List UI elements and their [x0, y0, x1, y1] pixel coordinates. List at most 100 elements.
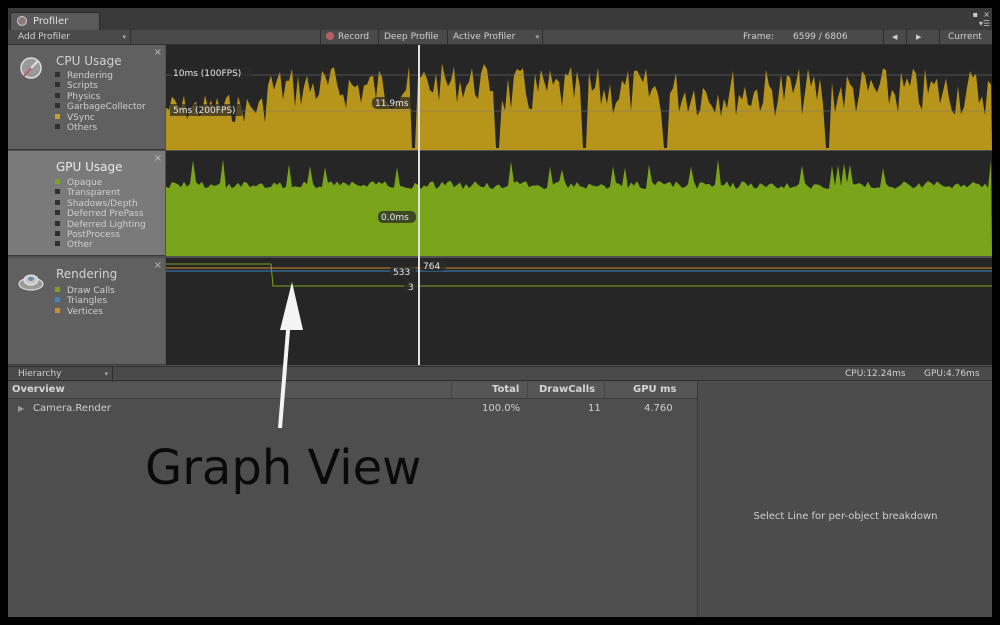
- prev-frame-button[interactable]: ◀: [892, 33, 898, 41]
- legend-swatch: [55, 123, 60, 129]
- legend-item-postprocess[interactable]: PostProcess: [55, 230, 146, 240]
- legend-swatch: [55, 92, 60, 98]
- row-gpu-ms: 4.760: [644, 403, 673, 414]
- column-gpu-ms[interactable]: GPU ms: [633, 384, 677, 395]
- legend-swatch: [55, 210, 60, 216]
- close-icon[interactable]: ×: [153, 153, 162, 164]
- cpu-usage-graph[interactable]: 10ms (100FPS) 5ms (200FPS) 11.9ms: [166, 45, 992, 150]
- legend-item-garbagecollector[interactable]: GarbageCollector: [55, 102, 146, 112]
- active-profiler-dropdown[interactable]: Active Profiler ▾: [449, 31, 541, 44]
- tab-label: Profiler: [33, 16, 69, 27]
- module-title: Rendering: [56, 267, 118, 281]
- chevron-down-icon: ▾: [104, 370, 108, 378]
- legend-swatch: [55, 72, 60, 77]
- rendering-readout-top: 764: [423, 262, 440, 272]
- hierarchy-toolbar: Hierarchy ▾ CPU:12.24ms GPU:4.76ms: [8, 366, 992, 382]
- rendering-readout-low: 3: [408, 283, 414, 293]
- rendering-graph-canvas: 764 533 3: [166, 260, 992, 293]
- column-total[interactable]: Total: [492, 384, 520, 395]
- legend-item-vertices[interactable]: Vertices: [55, 307, 115, 317]
- frame-counter: 6599 / 6806: [793, 32, 848, 42]
- row-drawcalls: 11: [588, 403, 601, 414]
- window-menu-icon[interactable]: ▾☰: [978, 19, 990, 28]
- gpu-usage-module[interactable]: GPU Usage × Opaque Transparent Shadows/D…: [8, 151, 165, 256]
- legend-item-scripts[interactable]: Scripts: [55, 81, 146, 91]
- column-overview[interactable]: Overview: [12, 384, 65, 395]
- legend-swatch: [55, 230, 60, 236]
- legend-swatch: [55, 220, 60, 226]
- column-drawcalls[interactable]: DrawCalls: [539, 384, 596, 395]
- gpu-usage-graph[interactable]: 0.0ms: [166, 151, 992, 256]
- frame-cursor-line[interactable]: [418, 45, 420, 365]
- legend-swatch: [55, 287, 60, 292]
- legend-item-deferred-lighting[interactable]: Deferred Lighting: [55, 220, 146, 230]
- profiler-window: Profiler ▪ × ▾☰ Add Profiler ▾ Record Dee…: [8, 8, 992, 617]
- cpu-graph-canvas: 10ms (100FPS) 5ms (200FPS) 11.9ms: [166, 63, 992, 150]
- hierarchy-tree: ▶ Camera.Render 100.0% 11 4.760: [8, 400, 697, 617]
- legend-item-rendering[interactable]: Rendering: [55, 71, 146, 81]
- legend-swatch: [55, 82, 60, 88]
- table-row[interactable]: ▶ Camera.Render 100.0% 11 4.760: [8, 400, 697, 416]
- legend-item-deferred-prepass[interactable]: Deferred PrePass: [55, 209, 146, 219]
- cpu-vsync-area: [166, 63, 992, 150]
- cpu-profiler-icon: [20, 57, 42, 79]
- active-profiler-label: Active Profiler: [453, 32, 516, 42]
- guide-label-5ms: 5ms (200FPS): [173, 106, 236, 116]
- legend-item-other[interactable]: Other: [55, 240, 146, 250]
- add-profiler-dropdown[interactable]: Add Profiler ▾: [14, 31, 128, 44]
- profiler-toolbar: Add Profiler ▾ Record Deep Profile Active…: [8, 30, 992, 45]
- legend-item-draw-calls[interactable]: Draw Calls: [55, 286, 115, 296]
- current-frame-button[interactable]: Current: [948, 32, 982, 42]
- legend-item-shadows-depth[interactable]: Shadows/Depth: [55, 199, 146, 209]
- row-name: Camera.Render: [33, 403, 112, 414]
- chevron-down-icon: ▾: [122, 33, 126, 41]
- hierarchy-column-header: Overview Total DrawCalls GPU ms: [8, 382, 697, 399]
- legend-item-transparent[interactable]: Transparent: [55, 188, 146, 198]
- deep-profile-button[interactable]: Deep Profile: [384, 32, 439, 42]
- next-frame-button[interactable]: ▶: [916, 33, 922, 41]
- close-icon[interactable]: ×: [153, 47, 162, 58]
- legend-item-opaque[interactable]: Opaque: [55, 178, 146, 188]
- cpu-readout: 11.9ms: [375, 99, 409, 109]
- legend-item-vsync[interactable]: VSync: [55, 113, 146, 123]
- record-icon: [326, 32, 334, 40]
- module-title: GPU Usage: [56, 160, 123, 174]
- annotation-overlay: [278, 282, 303, 429]
- legend-swatch: [55, 113, 60, 119]
- legend-swatch: [55, 297, 60, 303]
- annotation-label: Graph View: [145, 440, 422, 496]
- tab-profiler[interactable]: Profiler: [10, 12, 100, 30]
- detail-hint: Select Line for per-object breakdown: [753, 511, 938, 522]
- legend-swatch: [55, 189, 60, 195]
- close-icon[interactable]: ×: [153, 260, 162, 271]
- legend-list: Draw Calls Triangles Vertices: [55, 286, 115, 317]
- legend-item-triangles[interactable]: Triangles: [55, 296, 115, 306]
- expand-triangle-icon[interactable]: ▶: [18, 404, 25, 413]
- legend-list: Rendering Scripts Physics GarbageCollect…: [55, 71, 146, 133]
- record-label: Record: [338, 32, 370, 42]
- legend-swatch: [55, 103, 60, 109]
- rendering-icon: [18, 274, 44, 291]
- window-tab-bar: Profiler ▪ × ▾☰: [8, 8, 992, 30]
- cpu-usage-module[interactable]: CPU Usage × Rendering Scripts Physics Ga…: [8, 45, 165, 150]
- gpu-readout: 0.0ms: [381, 213, 409, 223]
- legend-swatch: [55, 307, 60, 313]
- cpu-frame-time: CPU:12.24ms: [845, 369, 906, 379]
- legend-item-physics[interactable]: Physics: [55, 92, 146, 102]
- chevron-down-icon: ▾: [535, 33, 539, 41]
- frame-label: Frame:: [743, 32, 775, 42]
- row-total: 100.0%: [482, 403, 521, 414]
- rendering-graph[interactable]: 764 533 3: [166, 258, 992, 365]
- legend-swatch: [55, 179, 60, 184]
- view-mode-dropdown[interactable]: Hierarchy ▾: [14, 368, 110, 381]
- gpu-graph-canvas: 0.0ms: [166, 159, 992, 256]
- legend-item-others[interactable]: Others: [55, 123, 146, 133]
- legend-list: Opaque Transparent Shadows/Depth Deferre…: [55, 178, 146, 251]
- record-button[interactable]: Record: [322, 31, 373, 44]
- rendering-module[interactable]: Rendering × Draw Calls Triangles Vertice…: [8, 258, 165, 365]
- view-mode-label: Hierarchy: [18, 369, 62, 379]
- maximize-icon[interactable]: ▪: [972, 10, 978, 19]
- close-window-icon[interactable]: ×: [983, 10, 990, 19]
- annotation-arrow-head: [280, 282, 303, 330]
- add-profiler-label: Add Profiler: [18, 32, 70, 42]
